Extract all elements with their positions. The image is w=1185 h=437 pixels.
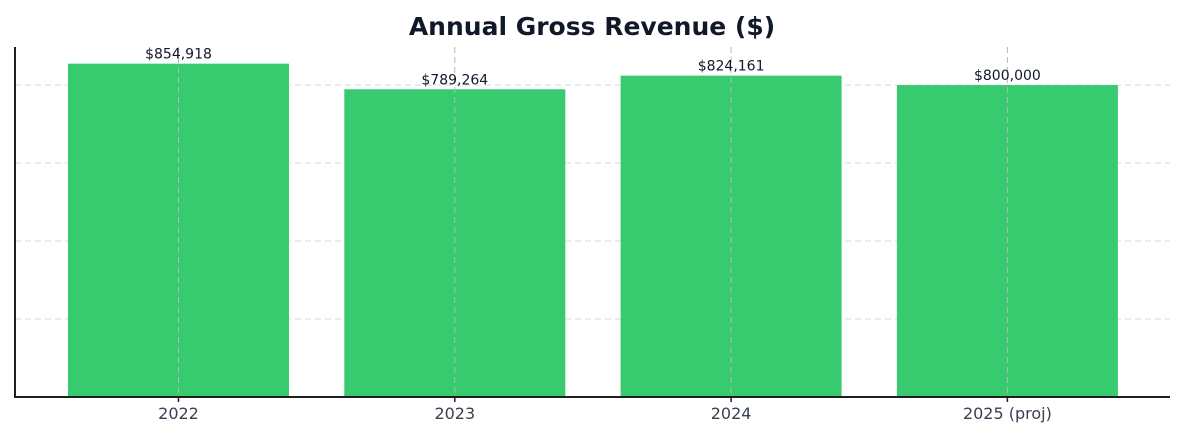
data-label: $854,918 bbox=[145, 47, 212, 63]
data-label: $824,161 bbox=[698, 59, 765, 75]
chart-title: Annual Gross Revenue ($) bbox=[409, 12, 775, 41]
x-tick-label: 2022 bbox=[158, 404, 199, 423]
x-tick-label: 2023 bbox=[434, 404, 475, 423]
data-label: $789,264 bbox=[421, 72, 488, 88]
x-tick-label: 2025 (proj) bbox=[963, 404, 1052, 423]
x-tick-label: 2024 bbox=[711, 404, 752, 423]
data-label: $800,000 bbox=[974, 68, 1041, 84]
